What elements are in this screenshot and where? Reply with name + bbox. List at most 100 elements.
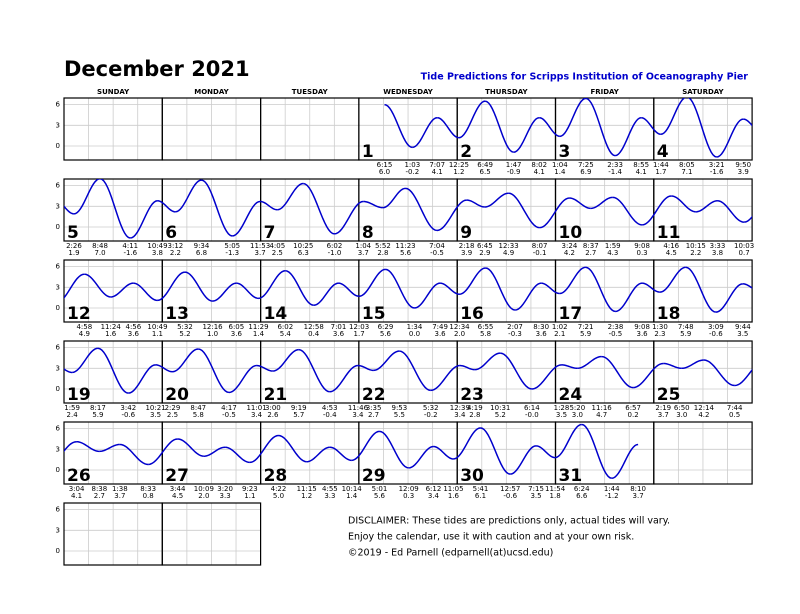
tide-height: 4.5 [172, 492, 183, 500]
tide-height: 5.6 [380, 330, 392, 338]
tide-height: -1.6 [123, 249, 137, 257]
tide-curve-segment [539, 116, 560, 138]
tide-curve-segment [399, 350, 431, 392]
tide-height: 5.0 [273, 492, 284, 500]
tide-time: 12:25 [449, 161, 469, 169]
tide-curve-segment [157, 200, 176, 213]
day-number: 19 [67, 385, 91, 405]
tide-time: 3:42 [120, 404, 136, 412]
weekday-label: SATURDAY [682, 88, 724, 96]
tide-curve-segment [412, 116, 438, 149]
tide-curve-segment [373, 350, 400, 372]
tide-height: 1.4 [253, 330, 265, 338]
tide-time: 4:11 [122, 242, 138, 250]
tide-height: -0.0 [525, 411, 539, 419]
height-tick-label: 3 [56, 445, 60, 453]
tide-time: 10:21 [145, 404, 165, 412]
tide-height: 4.1 [636, 168, 647, 176]
tide-time: 4:16 [663, 242, 679, 250]
tide-time: 9:19 [291, 404, 307, 412]
tide-time: 8:38 [91, 485, 107, 493]
tide-time: 10:49 [147, 323, 167, 331]
tide-curve-segment [641, 116, 661, 136]
tide-height: 2.8 [377, 249, 388, 257]
height-tick-label: 3 [56, 283, 60, 291]
tide-height: 7.1 [681, 168, 692, 176]
day-number: 18 [657, 304, 681, 324]
tide-time: 12:57 [500, 485, 520, 493]
tide-height: 3.4 [251, 411, 263, 419]
tide-height: -0.6 [503, 492, 517, 500]
day-number: 26 [67, 466, 91, 486]
day-number: 17 [559, 304, 583, 324]
tide-height: 3.5 [737, 330, 748, 338]
day-cell [653, 259, 753, 323]
height-tick-label: 6 [56, 425, 61, 433]
tide-height: -1.0 [328, 249, 342, 257]
tide-curve-segment [225, 446, 250, 464]
tide-height: 3.4 [454, 411, 466, 419]
weekday-label: THURSDAY [485, 88, 528, 96]
tide-height: 5.9 [92, 411, 103, 419]
tide-height: -0.9 [507, 168, 521, 176]
tide-height: 3.7 [658, 411, 669, 419]
tide-curve-segment [559, 98, 587, 138]
tide-time: 9:50 [735, 161, 751, 169]
tide-curve-segment [671, 195, 696, 213]
tide-curve-segment [659, 266, 686, 293]
tide-time: 3:12 [168, 242, 184, 250]
tide-height: 1.6 [448, 492, 460, 500]
day-number: 2 [460, 142, 472, 162]
tide-height: -0.6 [121, 411, 135, 419]
height-tick-label: 0 [56, 142, 60, 150]
day-number: 5 [67, 223, 79, 243]
day-number: 31 [559, 466, 583, 486]
tide-time: 2:07 [507, 323, 523, 331]
day-number: 16 [460, 304, 484, 324]
tide-time: 8:48 [92, 242, 108, 250]
tide-time: 11:29 [248, 323, 268, 331]
tide-height: -0.6 [709, 330, 723, 338]
tide-time: 7:49 [432, 323, 448, 331]
tide-time: 1:47 [506, 161, 522, 169]
tide-curve-segment [212, 282, 237, 302]
tide-curve-segment [201, 179, 233, 237]
day-number: 1 [362, 142, 374, 162]
tide-time: 2:18 [459, 242, 475, 250]
tide-height: -0.3 [508, 330, 522, 338]
tide-curve-segment [474, 352, 501, 371]
tide-height: 1.1 [152, 330, 163, 338]
tide-height: 1.4 [554, 168, 566, 176]
tide-time: 12:34 [449, 323, 470, 331]
tide-curve-segment [76, 440, 100, 453]
tide-time: 5:05 [224, 242, 240, 250]
tide-time: 3:21 [709, 161, 725, 169]
tide-time: 3:04 [69, 485, 85, 493]
tide-curve-segment [743, 215, 753, 223]
tide-time: 12:33 [499, 242, 519, 250]
tide-height: 3.3 [324, 492, 335, 500]
tide-time: 2:26 [66, 242, 82, 250]
tide-time: 3:35 [366, 404, 382, 412]
tide-curve-segment [554, 423, 582, 459]
tide-time: 7:44 [727, 404, 743, 412]
day-number: 6 [165, 223, 177, 243]
tide-time: 11:53 [250, 242, 270, 250]
tide-height: -0.4 [323, 411, 337, 419]
tide-curve-segment [313, 282, 339, 306]
tide-height: -0.5 [430, 249, 444, 257]
tide-time: 6:02 [277, 323, 293, 331]
tide-time: 1:30 [652, 323, 668, 331]
day-number: 15 [362, 304, 386, 324]
tide-time: 11:01 [246, 404, 266, 412]
day-number: 25 [657, 385, 681, 405]
tide-curve-segment [514, 282, 542, 311]
tide-time: 6:57 [625, 404, 641, 412]
tide-time: 8:17 [90, 404, 106, 412]
tide-time: 2:29 [165, 404, 181, 412]
tide-height: 1.7 [655, 168, 666, 176]
tide-time: 7:48 [678, 323, 694, 331]
tide-time: 6:15 [377, 161, 393, 169]
tide-height: 2.3 [654, 330, 665, 338]
weekday-label: TUESDAY [292, 88, 329, 96]
